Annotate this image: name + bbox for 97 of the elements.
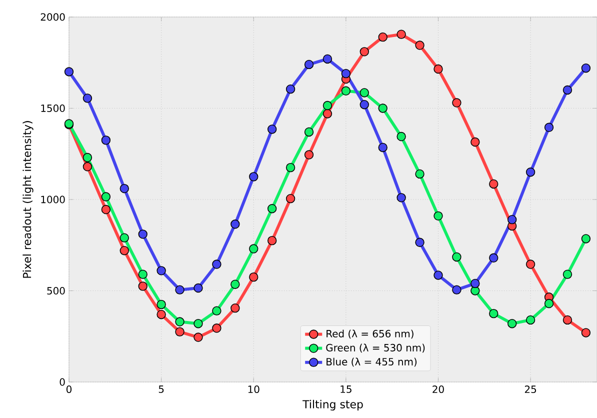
point xyxy=(82,94,92,103)
point xyxy=(156,266,166,276)
point xyxy=(507,319,517,328)
point xyxy=(396,30,406,39)
x-tick-label: 15 xyxy=(340,386,352,393)
point xyxy=(175,317,184,326)
point xyxy=(138,282,148,291)
y-tick-label: 1000 xyxy=(41,196,65,204)
point xyxy=(322,54,332,64)
y-tick-label: 2000 xyxy=(40,13,65,21)
point xyxy=(322,100,332,110)
point xyxy=(341,86,351,96)
point xyxy=(489,308,498,318)
point xyxy=(544,298,554,308)
legend-label: Red (λ = 656 nm) xyxy=(326,330,414,339)
point xyxy=(526,168,536,177)
point xyxy=(360,100,369,110)
point xyxy=(581,64,591,73)
point xyxy=(562,270,572,279)
point xyxy=(267,124,277,134)
point xyxy=(101,192,111,202)
point xyxy=(120,246,129,256)
x-tick-label: 5 xyxy=(158,386,164,393)
x-tick-label: 25 xyxy=(524,386,536,394)
point xyxy=(249,244,258,254)
point xyxy=(267,236,277,246)
x-tick-label: 0 xyxy=(66,386,72,394)
y-tick-label: 0 xyxy=(60,378,65,386)
legend-label: Green (λ = 530 nm) xyxy=(326,344,425,353)
point xyxy=(212,260,222,269)
y-axis-title: Pixel readout (light intensity) xyxy=(22,121,34,278)
point xyxy=(360,47,369,56)
point xyxy=(489,253,498,262)
point xyxy=(415,169,424,179)
point xyxy=(489,179,498,189)
point xyxy=(581,328,591,338)
point xyxy=(544,122,554,132)
point xyxy=(452,98,462,108)
point xyxy=(194,319,203,328)
point xyxy=(286,162,296,172)
point xyxy=(286,194,296,204)
point xyxy=(434,211,443,221)
point xyxy=(581,234,591,244)
point xyxy=(452,252,462,262)
point xyxy=(434,270,443,280)
point xyxy=(249,172,258,182)
point xyxy=(101,136,111,145)
legend-label: Blue (λ = 455 nm) xyxy=(326,358,417,367)
point xyxy=(230,303,240,313)
point xyxy=(378,104,388,113)
x-tick-label: 20 xyxy=(432,386,444,394)
point xyxy=(341,68,351,78)
point xyxy=(212,324,222,333)
point xyxy=(562,315,572,325)
x-tick-label: 10 xyxy=(248,386,260,394)
point xyxy=(120,184,129,194)
point xyxy=(82,162,92,172)
point xyxy=(138,270,148,279)
point xyxy=(470,137,480,147)
point xyxy=(360,88,369,98)
point xyxy=(286,84,296,94)
point xyxy=(434,64,443,74)
point xyxy=(378,142,388,152)
point xyxy=(156,310,166,320)
point xyxy=(82,152,92,162)
point xyxy=(194,283,203,293)
point xyxy=(175,327,184,336)
point xyxy=(304,127,314,137)
point xyxy=(304,150,314,160)
point xyxy=(175,285,184,294)
y-tick-label: 500 xyxy=(47,286,65,295)
point xyxy=(212,306,222,316)
point xyxy=(138,230,148,239)
point xyxy=(526,315,536,325)
point xyxy=(378,32,388,42)
point xyxy=(304,60,314,70)
point xyxy=(415,238,424,247)
point xyxy=(230,280,240,289)
point xyxy=(562,85,572,95)
point xyxy=(396,193,406,202)
point xyxy=(64,67,74,76)
point xyxy=(101,204,111,214)
point xyxy=(415,40,424,50)
point xyxy=(230,220,240,229)
point xyxy=(452,285,462,294)
point xyxy=(507,214,517,224)
point xyxy=(194,332,203,342)
point xyxy=(396,132,406,142)
point xyxy=(267,204,277,214)
point xyxy=(322,109,332,118)
point xyxy=(156,300,166,310)
point xyxy=(120,233,129,242)
point xyxy=(470,278,480,288)
point xyxy=(526,260,536,269)
x-axis-title: Tilting step xyxy=(302,400,363,411)
y-tick-label: 1500 xyxy=(41,104,65,112)
point xyxy=(249,272,258,282)
